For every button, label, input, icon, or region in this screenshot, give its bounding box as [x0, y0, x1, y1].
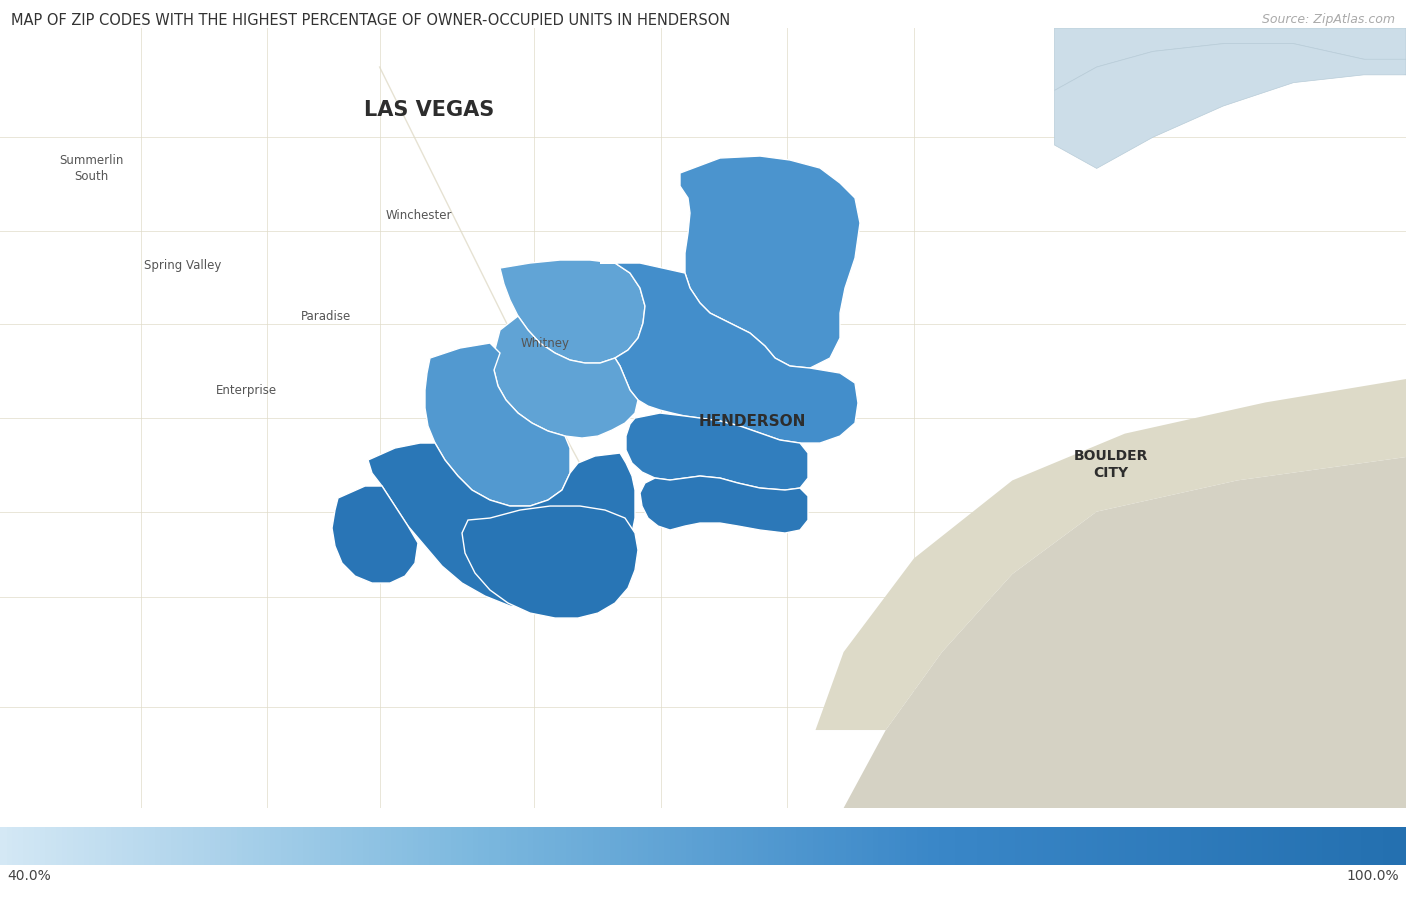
Text: Source: ZipAtlas.com: Source: ZipAtlas.com — [1261, 13, 1395, 26]
Text: Paradise: Paradise — [301, 310, 352, 323]
Polygon shape — [494, 316, 638, 438]
Text: Summerlin
South: Summerlin South — [59, 154, 124, 182]
Text: HENDERSON: HENDERSON — [699, 414, 806, 430]
Polygon shape — [368, 443, 636, 610]
Polygon shape — [332, 486, 418, 583]
Polygon shape — [463, 506, 638, 618]
Polygon shape — [600, 263, 858, 443]
Text: 100.0%: 100.0% — [1347, 868, 1399, 883]
Text: 40.0%: 40.0% — [7, 868, 51, 883]
Polygon shape — [1054, 28, 1406, 91]
Polygon shape — [425, 343, 569, 506]
Text: MAP OF ZIP CODES WITH THE HIGHEST PERCENTAGE OF OWNER-OCCUPIED UNITS IN HENDERSO: MAP OF ZIP CODES WITH THE HIGHEST PERCEN… — [11, 13, 731, 29]
Text: Spring Valley: Spring Valley — [143, 260, 222, 272]
Text: Winchester: Winchester — [385, 209, 453, 222]
Polygon shape — [626, 413, 808, 490]
Polygon shape — [1054, 44, 1406, 168]
Polygon shape — [640, 476, 808, 533]
Text: Enterprise: Enterprise — [215, 384, 277, 397]
Polygon shape — [815, 379, 1406, 730]
Polygon shape — [501, 260, 645, 363]
Text: LAS VEGAS: LAS VEGAS — [364, 100, 494, 120]
Text: BOULDER
CITY: BOULDER CITY — [1074, 450, 1147, 480]
Text: Whitney: Whitney — [522, 337, 569, 351]
Polygon shape — [844, 457, 1406, 808]
Polygon shape — [681, 156, 860, 368]
